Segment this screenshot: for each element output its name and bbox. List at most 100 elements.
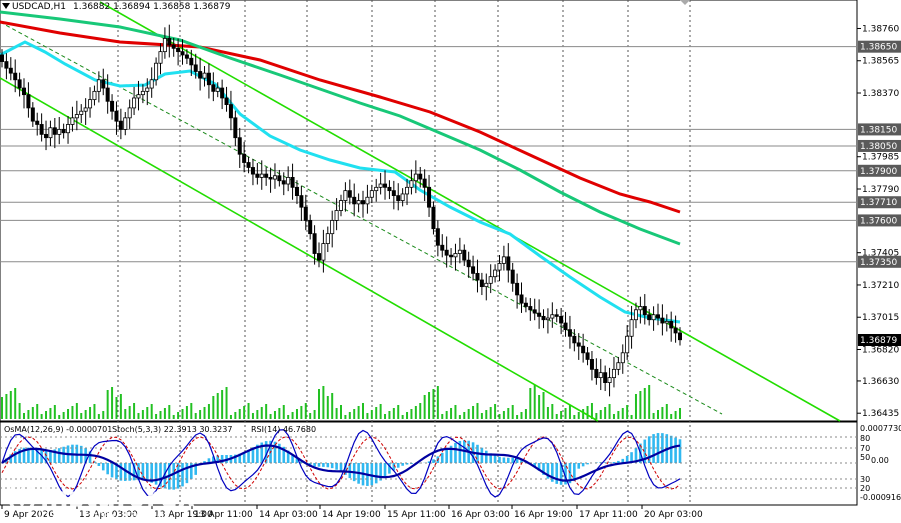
time-label: 16 Apr 19:00 [514, 510, 573, 520]
candle-body [572, 335, 577, 344]
rsi-line [1, 444, 681, 482]
candle-body [145, 87, 150, 92]
candle-body [30, 107, 35, 122]
candle-body [242, 153, 247, 163]
svg-text:30: 30 [860, 475, 870, 484]
candle-body [189, 57, 194, 66]
time-label: 15 Apr 11:00 [387, 510, 446, 520]
svg-text:0.00: 0.00 [871, 456, 889, 465]
candle-body [35, 120, 40, 125]
candle-body [88, 99, 93, 109]
candle-body [294, 186, 299, 197]
candle-body [475, 272, 480, 281]
candle-body [211, 84, 216, 92]
quotes-label: 1.36882 1.36894 1.36858 1.36879 [73, 2, 231, 12]
price-tick-label: 1.36820 [862, 346, 899, 356]
price-tick-label: 1.37210 [862, 281, 899, 291]
candle-body [488, 276, 493, 284]
candle-body [369, 190, 374, 198]
candle-body [589, 359, 594, 370]
candle-body [567, 329, 572, 337]
level-label: 1.37710 [860, 198, 897, 208]
candle-body [497, 263, 502, 271]
candle-body [264, 173, 269, 178]
candle-body [92, 90, 97, 101]
candle-body [616, 362, 621, 370]
candle-body [625, 335, 630, 354]
candle-body [444, 249, 449, 256]
level-label: 1.38150 [860, 125, 897, 135]
candle-body [299, 195, 304, 208]
candle-body [193, 64, 198, 72]
candle-body [422, 178, 427, 188]
price-tick-label: 1.37985 [862, 153, 899, 163]
candle-body [330, 220, 335, 235]
candle-body [79, 110, 84, 115]
candle-body [466, 259, 471, 268]
candle-body [303, 206, 308, 221]
candle-body [651, 314, 656, 321]
candle-body [290, 177, 295, 188]
candle-body [550, 314, 555, 319]
candle-body [202, 72, 207, 79]
channel-lower-line [0, 77, 599, 422]
volume-bars [1, 385, 681, 419]
candle-body [585, 352, 590, 360]
svg-text:70: 70 [860, 444, 870, 453]
candle-body [66, 124, 71, 134]
candle-body [669, 320, 674, 329]
candle-body [312, 233, 317, 254]
time-label: 14 Apr 03:00 [259, 510, 318, 520]
candle-body [664, 320, 669, 324]
candle-body [647, 314, 652, 321]
candle-body [96, 79, 101, 92]
candle-body [255, 173, 260, 178]
price-tick-label: 1.38565 [862, 57, 899, 67]
candle-body [374, 186, 379, 192]
candle-body [427, 186, 432, 208]
svg-text:0.0007730: 0.0007730 [860, 424, 901, 433]
candle-body [471, 266, 476, 274]
time-label: 17 Apr 11:00 [579, 510, 638, 520]
ma-green-line [0, 10, 681, 246]
candle-body [435, 228, 440, 246]
candle-body [114, 110, 119, 122]
candle-body [162, 38, 167, 53]
candle-body [250, 167, 255, 175]
candle-body [52, 127, 57, 135]
candle-body [365, 196, 370, 205]
candle-body [453, 253, 458, 258]
time-label: 20 Apr 03:00 [644, 510, 703, 520]
candle-body [484, 282, 489, 288]
level-label-box [858, 255, 901, 268]
candle-body [13, 72, 18, 81]
time-label: 13 Apr 11:00 [194, 510, 253, 520]
candle-body [673, 327, 678, 334]
candle-body [356, 200, 361, 205]
candle-body [449, 254, 454, 258]
candle-body [347, 190, 352, 198]
time-label: 16 Apr 03:00 [451, 510, 510, 520]
stoch-label: Stoch(5,3,3) 22.3913 30.3237 [112, 425, 232, 434]
candle-body [149, 79, 154, 89]
chart-header: USDCAD,H1 1.36882 1.36894 1.36858 1.3687… [2, 2, 231, 12]
candle-body [598, 372, 603, 379]
candle-body [118, 120, 123, 130]
candle-body [132, 97, 137, 109]
candle-body [101, 79, 106, 89]
candle-body [61, 129, 66, 134]
candle-body [167, 38, 172, 46]
candle-body [493, 269, 498, 278]
candle-body [576, 342, 581, 347]
svg-text:80: 80 [860, 434, 870, 443]
level-label: 1.38050 [860, 142, 897, 152]
candle-body [0, 54, 4, 62]
candle-body [431, 206, 436, 230]
candle-body [127, 107, 132, 119]
candle-body [387, 186, 392, 192]
candle-body [603, 372, 608, 383]
ma-red-line [0, 20, 681, 214]
candle-body [286, 177, 291, 185]
candle-body [48, 127, 53, 139]
